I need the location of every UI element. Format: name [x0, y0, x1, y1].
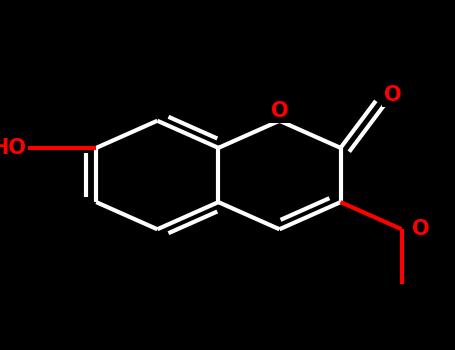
Text: O: O	[384, 85, 402, 105]
Text: HO: HO	[0, 138, 26, 158]
Text: O: O	[412, 219, 429, 239]
Text: O: O	[271, 101, 288, 121]
